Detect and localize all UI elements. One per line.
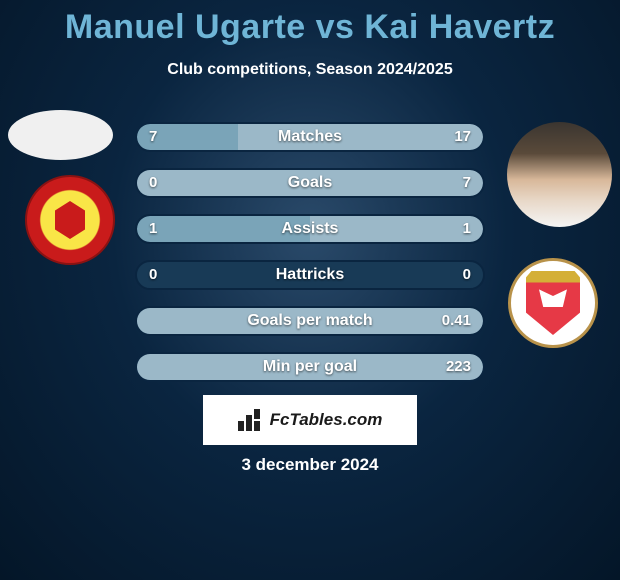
player-left-avatar: [8, 110, 113, 160]
bar-value-right: 0.41: [442, 308, 471, 334]
club-left-logo: [25, 175, 115, 265]
bar-value-right: 1: [463, 216, 471, 242]
bar-label: Assists: [137, 216, 483, 242]
bar-label: Matches: [137, 124, 483, 150]
subtitle: Club competitions, Season 2024/2025: [0, 61, 620, 79]
bar-label: Goals per match: [137, 308, 483, 334]
bar-row: Min per goal 223: [135, 352, 485, 382]
bar-row: 1 Assists 1: [135, 214, 485, 244]
bar-value-right: 223: [446, 354, 471, 380]
bar-row: 0 Goals 7: [135, 168, 485, 198]
page-title: Manuel Ugarte vs Kai Havertz: [0, 0, 620, 47]
bar-row: Goals per match 0.41: [135, 306, 485, 336]
player-right-avatar: [507, 122, 612, 227]
branding-badge: FcTables.com: [203, 395, 417, 445]
branding-text: FcTables.com: [270, 410, 383, 430]
club-right-logo: [508, 258, 598, 348]
bar-value-right: 7: [463, 170, 471, 196]
bar-chart-icon: [238, 409, 264, 431]
bar-row: 0 Hattricks 0: [135, 260, 485, 290]
bar-label: Min per goal: [137, 354, 483, 380]
bar-label: Hattricks: [137, 262, 483, 288]
date-label: 3 december 2024: [0, 455, 620, 475]
bar-row: 7 Matches 17: [135, 122, 485, 152]
comparison-bars: 7 Matches 17 0 Goals 7 1 Assists 1 0 Hat…: [135, 122, 485, 398]
bar-value-right: 17: [454, 124, 471, 150]
bar-value-right: 0: [463, 262, 471, 288]
bar-label: Goals: [137, 170, 483, 196]
